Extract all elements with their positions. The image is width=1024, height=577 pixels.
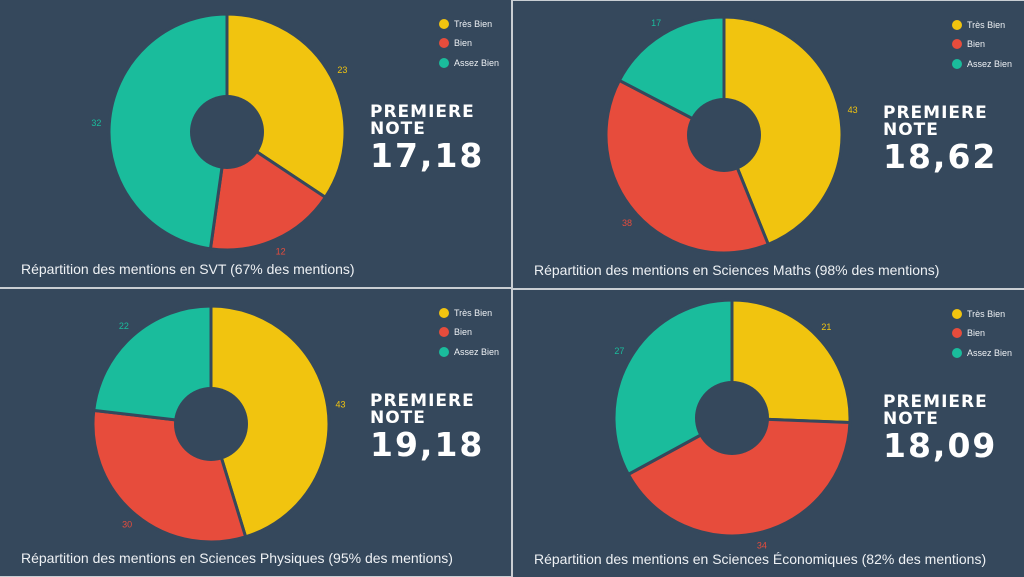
data-label: 43	[336, 400, 346, 410]
legend-label: Assez Bien	[966, 58, 1012, 69]
chart-title: Répartition des mentions en Sciences Mat…	[534, 262, 940, 278]
legend-item[interactable]: Assez Bien	[438, 342, 499, 362]
legend-item[interactable]: Bien	[951, 35, 1012, 55]
note-label: PREMIERE	[370, 102, 475, 122]
legend-dot-icon	[438, 307, 449, 318]
note-label: NOTE	[883, 120, 939, 140]
chart-panel: 43 30 22 Très Bien Bien Assez Bien PREMIERE NOT…	[0, 289, 511, 576]
pie-slice[interactable]	[626, 416, 852, 538]
pie-slice[interactable]	[209, 304, 331, 539]
legend: Très Bien Bien Assez Bien	[951, 15, 1012, 74]
premiere-note: PREMIERE NOTE 19,18	[370, 393, 484, 463]
legend-label: Assez Bien	[453, 57, 499, 68]
legend: Très Bien Bien Assez Bien	[438, 14, 499, 73]
donut-hole	[174, 387, 248, 461]
legend-item[interactable]: Assez Bien	[438, 53, 499, 73]
legend-label: Assez Bien	[453, 346, 499, 357]
legend-label: Assez Bien	[966, 347, 1012, 358]
legend-item[interactable]: Très Bien	[951, 304, 1012, 324]
legend-label: Très Bien	[453, 18, 493, 29]
legend-label: Bien	[966, 39, 985, 50]
note-label: NOTE	[370, 119, 426, 139]
note-value: 19,18	[370, 425, 485, 464]
legend-dot-icon	[438, 327, 449, 338]
premiere-note: PREMIERE NOTE 18,09	[883, 394, 997, 464]
legend: Très Bien Bien Assez Bien	[951, 304, 1012, 363]
legend-label: Très Bien	[453, 307, 493, 318]
data-label: 12	[276, 247, 286, 257]
donut-chart: 43 30 22	[91, 304, 346, 544]
legend-dot-icon	[438, 346, 449, 357]
chart-title: Répartition des mentions en Sciences Phy…	[21, 550, 453, 566]
chart-title: Répartition des mentions en Sciences Éco…	[534, 551, 987, 567]
donut-hole	[687, 98, 761, 172]
note-value: 17,18	[370, 136, 485, 175]
legend-dot-icon	[438, 57, 449, 68]
donut-chart: 43 38 17	[604, 15, 858, 255]
note-label: PREMIERE	[883, 103, 988, 123]
data-label: 23	[337, 65, 347, 75]
premiere-note: PREMIERE NOTE 18,62	[883, 105, 997, 175]
pie-slice[interactable]	[107, 12, 229, 251]
chart-panel: 43 38 17 Très Bien Bien Assez Bien PREMIERE NOT…	[513, 1, 1024, 288]
legend: Très Bien Bien Assez Bien	[438, 303, 499, 362]
data-label: 34	[757, 541, 767, 551]
data-label: 17	[651, 18, 661, 28]
note-label: NOTE	[883, 409, 939, 429]
pie-slice[interactable]	[92, 304, 213, 426]
legend-label: Bien	[453, 38, 472, 49]
pie-slice[interactable]	[722, 15, 844, 247]
legend-item[interactable]: Très Bien	[951, 15, 1012, 35]
pie-slice[interactable]	[617, 15, 726, 138]
data-label: 21	[821, 322, 831, 332]
premiere-note: PREMIERE NOTE 17,18	[370, 104, 484, 174]
data-label: 43	[848, 105, 858, 115]
pie-slice[interactable]	[604, 78, 771, 255]
legend-item[interactable]: Très Bien	[438, 14, 499, 34]
note-label: NOTE	[370, 408, 426, 428]
pie-slice[interactable]	[730, 298, 852, 425]
note-label: PREMIERE	[370, 391, 475, 411]
legend-dot-icon	[951, 347, 962, 358]
chart-title: Répartition des mentions en SVT (67% des…	[21, 261, 355, 277]
legend-label: Bien	[453, 327, 472, 338]
legend-item[interactable]: Bien	[438, 323, 499, 343]
legend-label: Bien	[966, 328, 985, 339]
donut-chart: 21 34 27	[612, 298, 852, 551]
data-label: 22	[119, 321, 129, 331]
note-value: 18,62	[883, 137, 998, 176]
note-label: PREMIERE	[883, 392, 988, 412]
data-label: 30	[122, 520, 132, 530]
legend-item[interactable]: Assez Bien	[951, 343, 1012, 363]
legend-item[interactable]: Bien	[951, 324, 1012, 344]
legend-dot-icon	[951, 58, 962, 69]
note-value: 18,09	[883, 426, 998, 465]
data-label: 38	[622, 218, 632, 228]
legend-dot-icon	[438, 18, 449, 29]
chart-panel: 23 12 32 Très Bien Bien Assez Bien PREMIERE NOT…	[0, 0, 511, 287]
donut-hole	[190, 95, 264, 169]
donut-hole	[695, 381, 769, 455]
donut-chart: 23 12 32	[91, 12, 347, 257]
legend-dot-icon	[951, 308, 962, 319]
legend-label: Très Bien	[966, 19, 1006, 30]
chart-panel: 21 34 27 Très Bien Bien Assez Bien PREMIERE NOT…	[513, 290, 1024, 577]
legend-dot-icon	[438, 38, 449, 49]
legend-item[interactable]: Bien	[438, 34, 499, 54]
legend-label: Très Bien	[966, 308, 1006, 319]
data-label: 27	[614, 346, 624, 356]
legend-item[interactable]: Très Bien	[438, 303, 499, 323]
legend-dot-icon	[951, 39, 962, 50]
legend-item[interactable]: Assez Bien	[951, 54, 1012, 74]
data-label: 32	[91, 118, 101, 128]
legend-dot-icon	[951, 328, 962, 339]
legend-dot-icon	[951, 19, 962, 30]
